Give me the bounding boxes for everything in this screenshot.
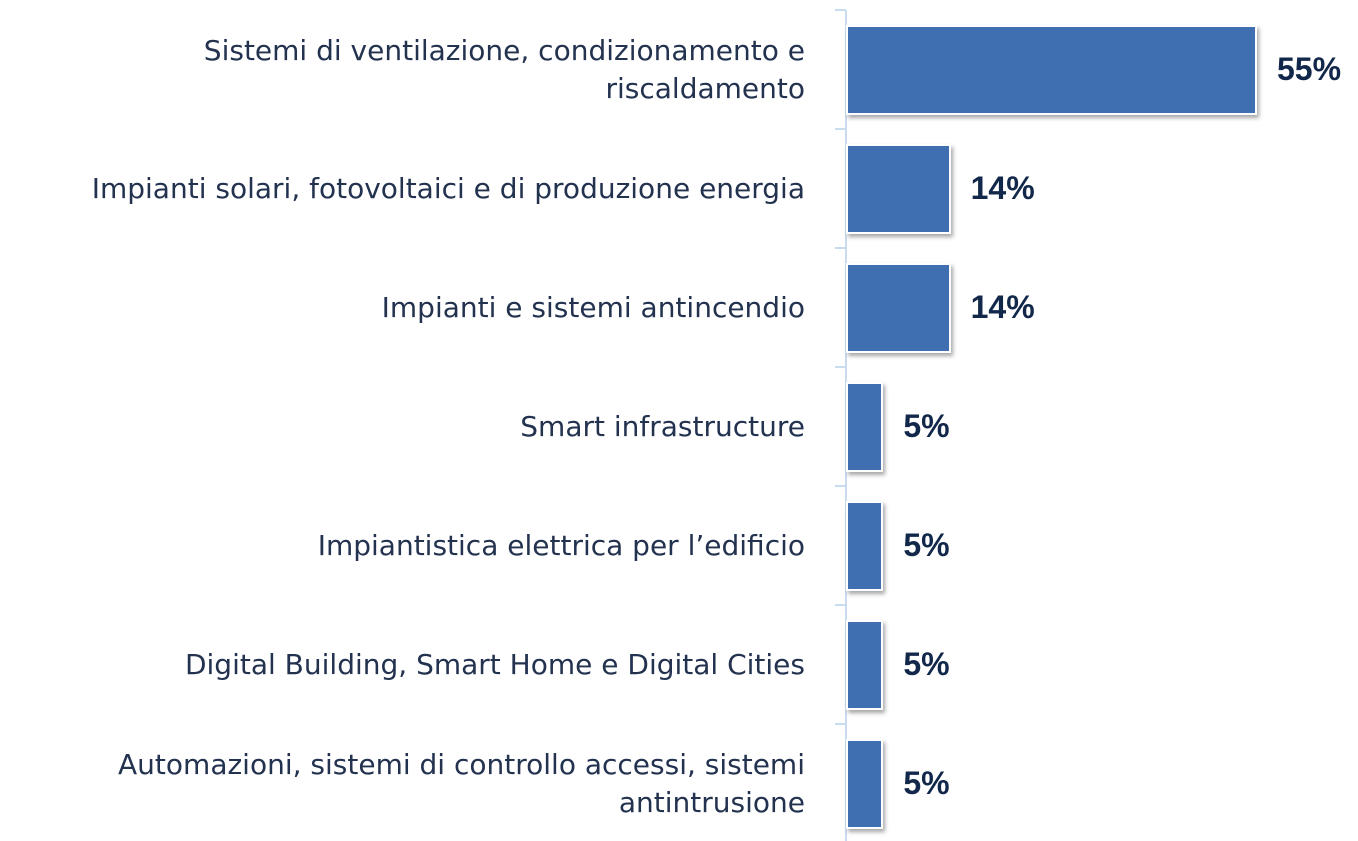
bar (846, 500, 884, 591)
tick-mark (835, 723, 846, 725)
tick-mark (835, 366, 846, 368)
category-label: Sistemi di ventilazione, condizionamento… (203, 33, 805, 105)
value-label: 14% (970, 289, 1035, 325)
bar (846, 143, 951, 234)
category-label: Impianti e sistemi antincendio (381, 290, 805, 324)
value-label: 5% (903, 408, 950, 444)
value-label: 5% (903, 527, 950, 563)
tick-mark (835, 604, 846, 606)
category-label: Impianti solari, fotovoltaici e di produ… (91, 171, 805, 205)
category-label: Smart infrastructure (520, 409, 805, 443)
bar (846, 738, 884, 829)
category-label: Impiantistica elettrica per l’edificio (317, 528, 805, 562)
category-label: Digital Building, Smart Home e Digital C… (184, 647, 805, 681)
tick-mark (835, 9, 846, 11)
tick-mark (835, 128, 846, 130)
bar (846, 619, 884, 710)
bar (846, 381, 884, 472)
value-label: 14% (970, 170, 1035, 206)
tick-mark (835, 485, 846, 487)
value-label: 55% (1277, 51, 1342, 87)
category-label: Automazioni, sistemi di controllo access… (118, 747, 805, 819)
bar (846, 24, 1257, 115)
bar (846, 262, 951, 353)
value-label: 5% (903, 765, 950, 801)
tick-mark (835, 247, 846, 249)
value-label: 5% (903, 646, 950, 682)
